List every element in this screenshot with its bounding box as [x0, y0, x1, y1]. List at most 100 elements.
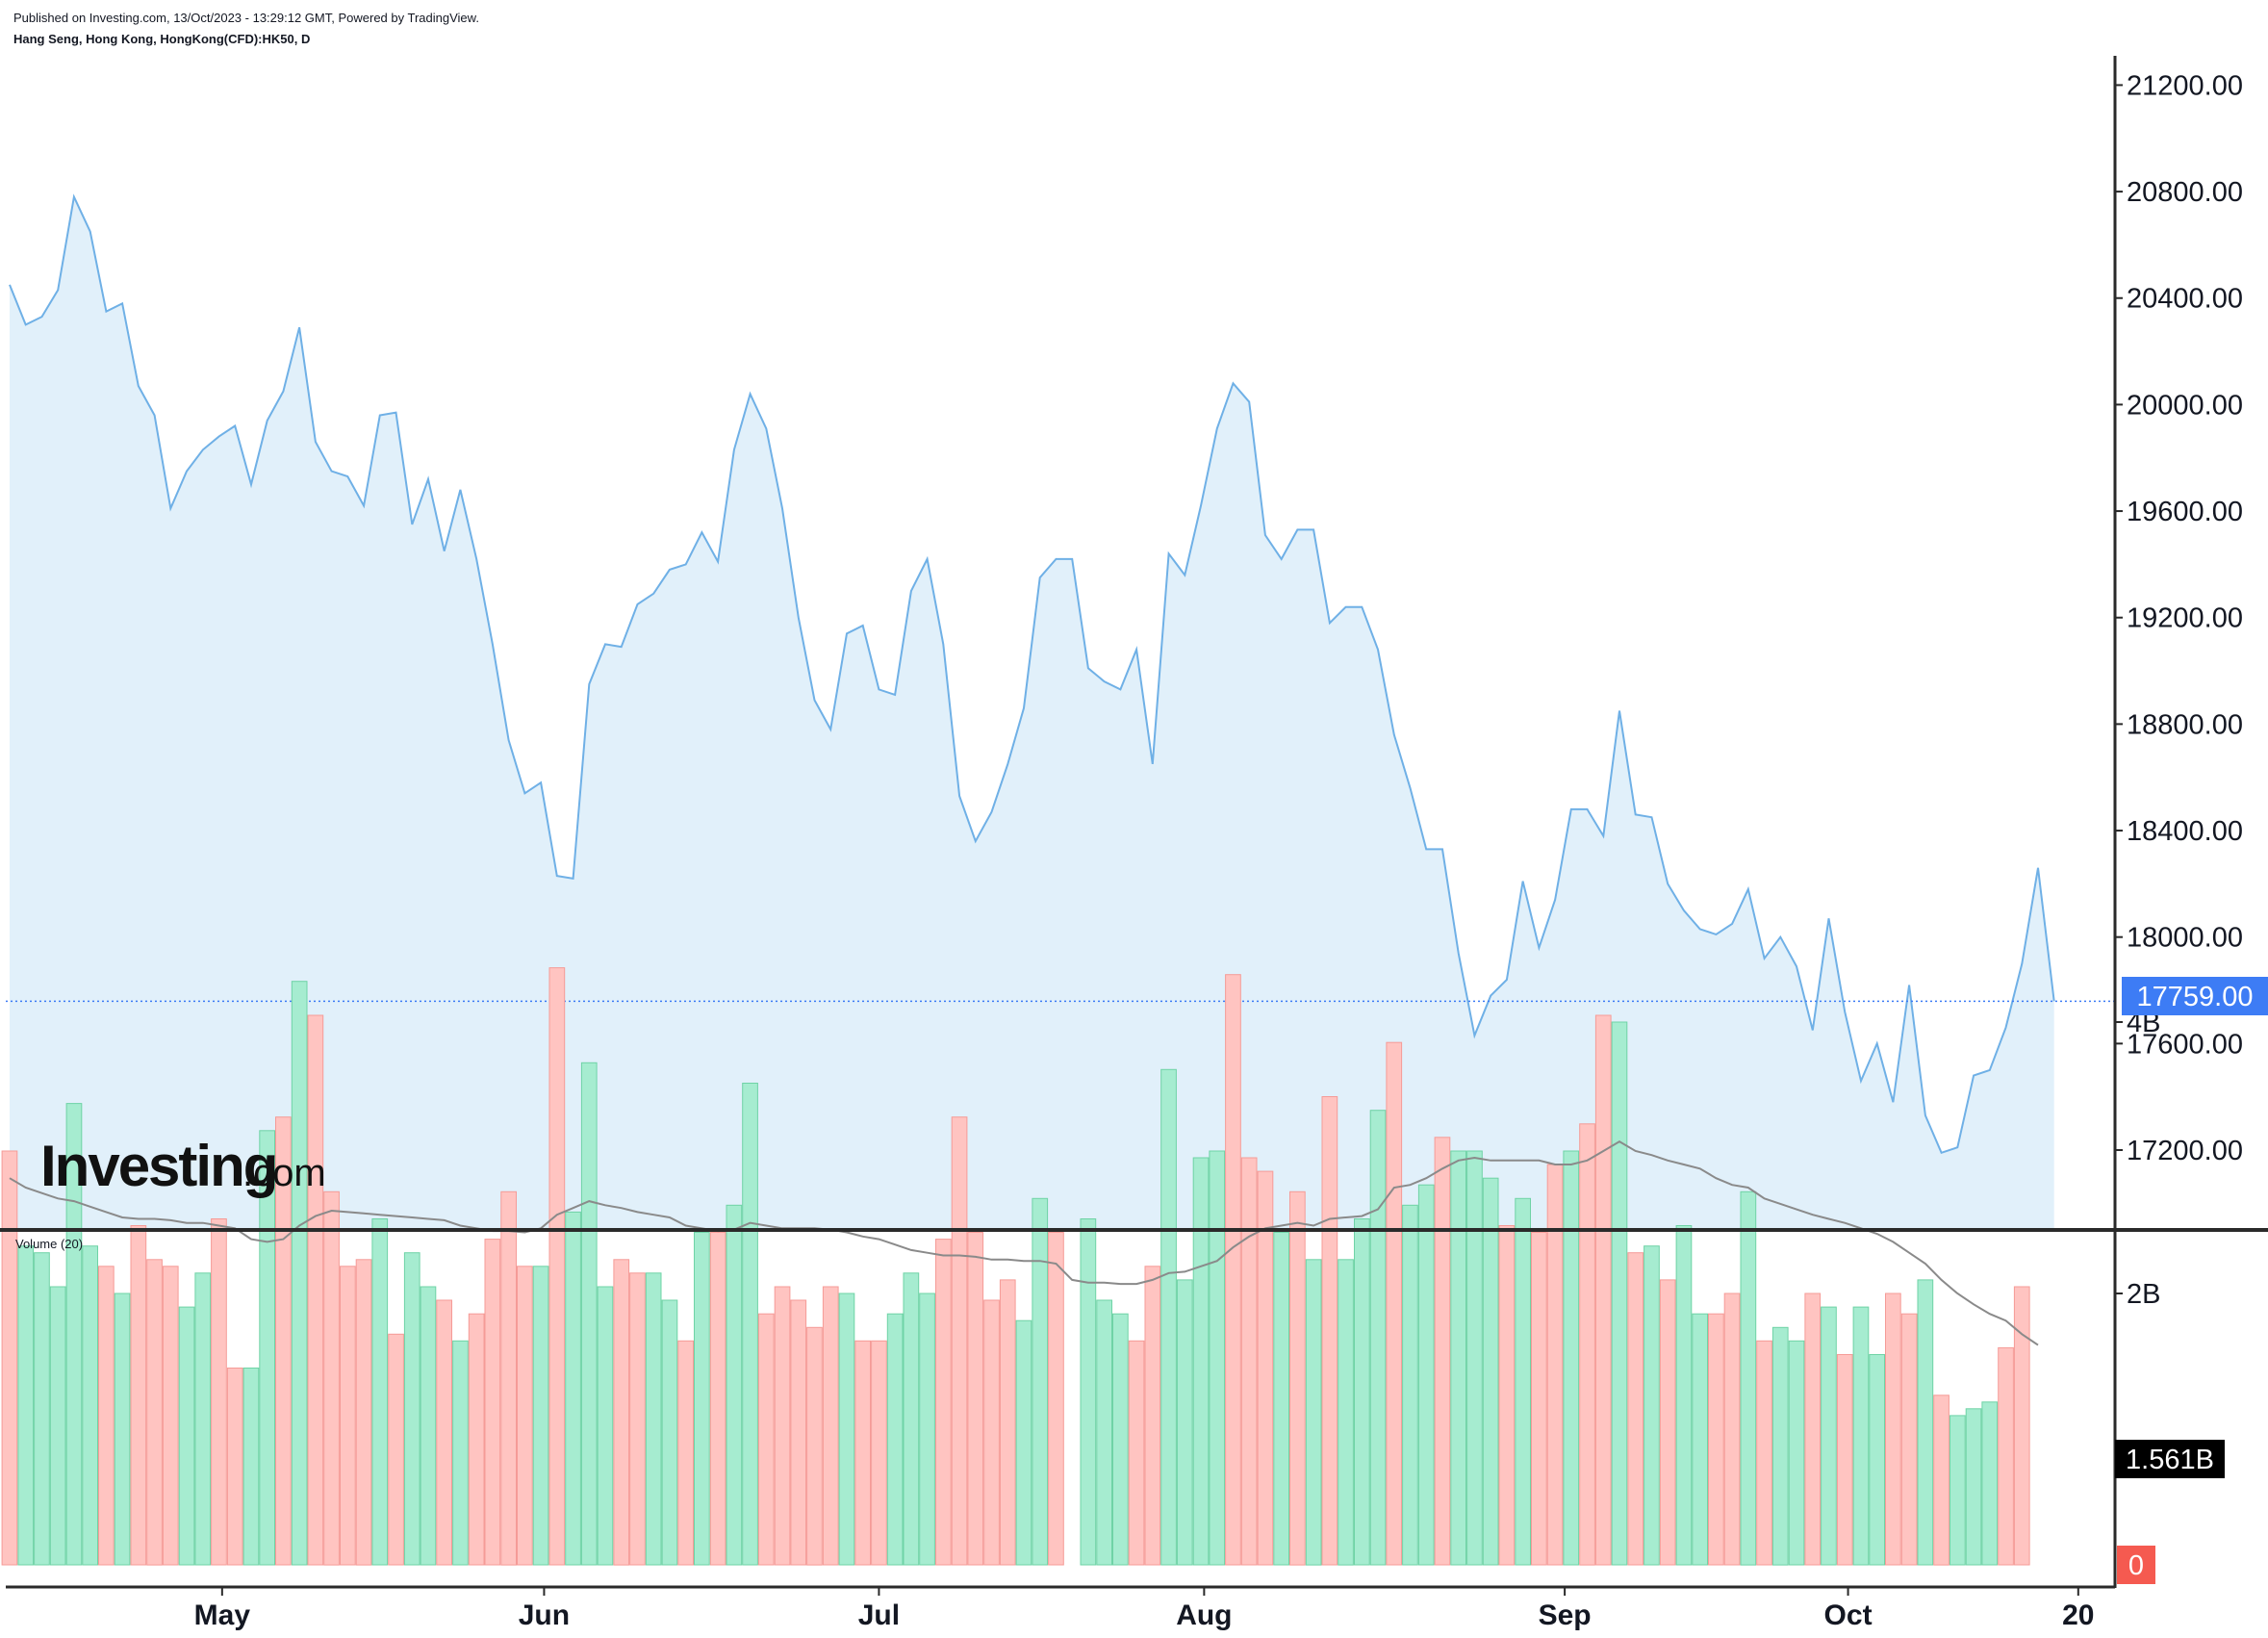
volume-ma-label: 1.561B — [2115, 1440, 2225, 1478]
volume-bar — [307, 1014, 324, 1566]
volume-bar — [371, 1218, 389, 1566]
price-tick-label: 18400.00 — [2127, 816, 2243, 847]
volume-bar — [211, 1218, 227, 1566]
volume-bar — [854, 1340, 871, 1566]
price-tick-label: 19600.00 — [2127, 497, 2243, 527]
time-tick-label: Jun — [519, 1600, 570, 1631]
volume-bar — [774, 1286, 791, 1566]
volume-tick-label: 2B — [2127, 1279, 2160, 1310]
volume-bar — [613, 1259, 630, 1566]
volume-bar — [1659, 1279, 1676, 1566]
volume-bar — [340, 1266, 356, 1566]
volume-bar — [1192, 1157, 1210, 1566]
volume-bar — [1836, 1354, 1853, 1566]
volume-bar — [1546, 1164, 1564, 1566]
volume-bar — [82, 1245, 99, 1566]
volume-bar — [98, 1266, 115, 1566]
volume-bar — [1579, 1123, 1595, 1566]
volume-bar — [1434, 1137, 1451, 1566]
price-line — [9, 193, 2055, 1155]
volume-bar — [1723, 1292, 1741, 1566]
volume-bar — [1354, 1218, 1370, 1566]
volume-bar — [790, 1299, 807, 1566]
volume-bar — [1417, 1184, 1435, 1566]
volume-bar — [886, 1313, 904, 1566]
volume-bar — [355, 1259, 372, 1566]
volume-bar — [1869, 1354, 1886, 1566]
time-tick-label: Sep — [1539, 1600, 1592, 1631]
volume-bar — [1965, 1408, 1982, 1566]
volume-bar — [951, 1116, 968, 1566]
volume-bar — [919, 1292, 935, 1566]
investing-logo: Investing .com — [40, 1134, 326, 1198]
volume-bar — [226, 1368, 243, 1566]
volume-zero-label-text: 0 — [2128, 1550, 2144, 1581]
volume-bar — [403, 1252, 420, 1566]
volume-bar — [822, 1286, 839, 1566]
time-tick-label: Aug — [1176, 1600, 1232, 1631]
volume-bar — [130, 1225, 147, 1566]
volume-bar — [1917, 1279, 1934, 1566]
volume-bar — [1032, 1197, 1049, 1566]
time-tick-label: Jul — [858, 1600, 900, 1631]
volume-bar — [1015, 1319, 1032, 1566]
last-price-label: 17759.00 — [2122, 977, 2268, 1015]
volume-bar — [1821, 1306, 1837, 1566]
volume-bar — [49, 1286, 66, 1566]
price-tick-label: 18800.00 — [2127, 709, 2243, 740]
volume-ma-label-bg — [2115, 1440, 2225, 1478]
volume-bar — [1482, 1177, 1499, 1566]
price-tick-label: 17600.00 — [2127, 1029, 2243, 1060]
time-scale-ticks: May Jun Jul Aug Sep Oct 20 — [194, 1587, 2094, 1631]
volume-bar — [645, 1272, 662, 1566]
volume-bar — [1240, 1157, 1258, 1566]
price-tick-label: 21200.00 — [2127, 70, 2243, 101]
volume-bar — [1273, 1232, 1290, 1566]
volume-bar — [580, 1062, 598, 1566]
last-price-label-text: 17759.00 — [2137, 982, 2254, 1012]
volume-bar — [1386, 1041, 1403, 1566]
volume-bar — [1080, 1218, 1097, 1566]
volume-bar — [838, 1292, 855, 1566]
volume-bar — [242, 1368, 260, 1566]
price-area-fill — [10, 196, 2054, 1231]
volume-bar — [1176, 1279, 1193, 1566]
volume-bar — [1128, 1340, 1145, 1566]
volume-bar — [1531, 1232, 1547, 1566]
volume-bar — [565, 1211, 581, 1566]
volume-bar — [935, 1239, 952, 1566]
publisher-line: Published on Investing.com, 13/Oct/2023 … — [13, 11, 479, 25]
volume-bar — [661, 1299, 678, 1566]
volume-bar — [677, 1340, 694, 1566]
volume-bar — [709, 1232, 726, 1566]
volume-bar — [1257, 1170, 1274, 1566]
volume-bar — [1563, 1150, 1580, 1566]
volume-bar — [1998, 1346, 2014, 1566]
price-tick-label: 20800.00 — [2127, 177, 2243, 208]
volume-bar — [2013, 1286, 2030, 1566]
last-price-label-bg — [2122, 977, 2268, 1015]
price-pane[interactable] — [6, 193, 2115, 1231]
volume-bar — [1981, 1401, 1999, 1566]
volume-bar — [871, 1340, 887, 1566]
volume-bar — [468, 1313, 485, 1566]
volume-bar — [34, 1252, 50, 1566]
volume-pane[interactable] — [1, 967, 2030, 1566]
volume-bar — [1771, 1326, 1789, 1566]
price-tick-label: 19200.00 — [2127, 603, 2243, 634]
volume-bar — [1466, 1150, 1483, 1566]
volume-zero-label-bg — [2117, 1546, 2155, 1584]
volume-bar — [17, 1245, 35, 1566]
volume-bar — [1, 1150, 18, 1566]
volume-zero-label: 0 — [2117, 1546, 2155, 1584]
volume-bar — [1402, 1204, 1418, 1566]
chart-header: Published on Investing.com, 13/Oct/2023 … — [13, 8, 479, 50]
logo-brand-text: Investing — [40, 1134, 276, 1198]
volume-bar — [178, 1306, 195, 1566]
volume-bar — [1160, 1068, 1177, 1566]
volume-bar — [757, 1313, 775, 1566]
volume-bar — [1048, 1232, 1064, 1566]
logo-suffix-text: .com — [242, 1152, 326, 1194]
volume-bar — [548, 967, 566, 1566]
